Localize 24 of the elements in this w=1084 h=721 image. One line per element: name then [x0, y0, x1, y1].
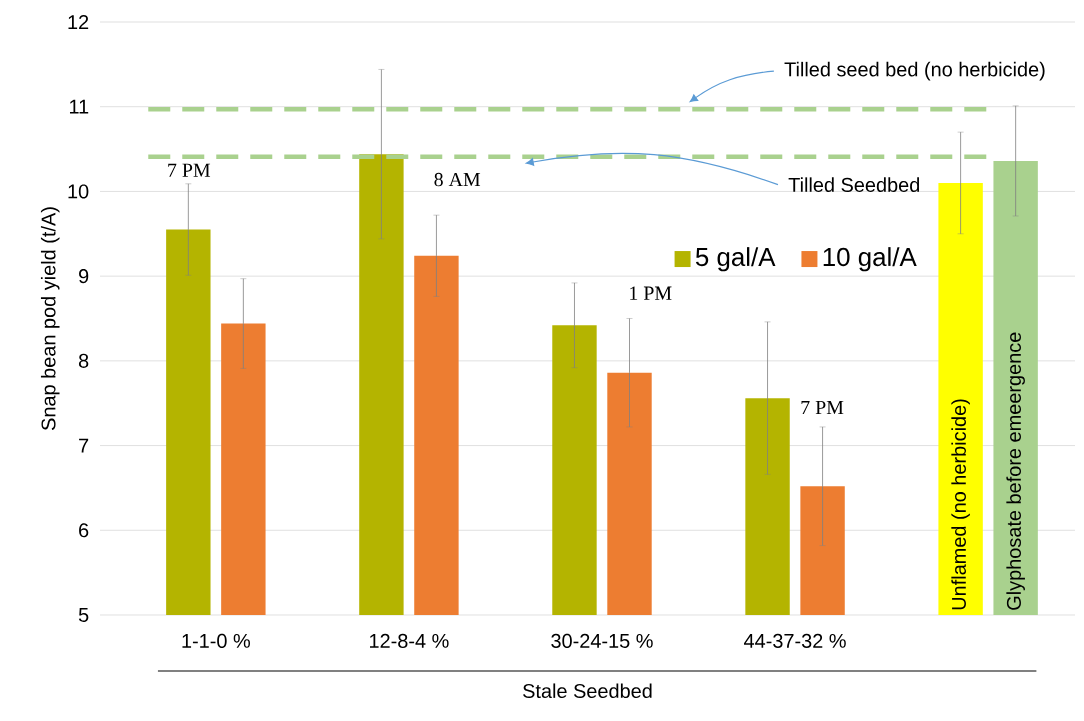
- y-tick-label: 7: [79, 438, 89, 453]
- x-tick-label: 1-1-0 %: [182, 633, 250, 648]
- legend-label: 5 gal/A: [695, 247, 776, 272]
- x-tick-label: 30-24-15 %: [551, 633, 653, 648]
- annotation: 8 AM: [434, 172, 481, 187]
- y-tick-label: 6: [79, 523, 89, 538]
- y-axis-title: Snap bean pod yield (t/A): [40, 207, 60, 431]
- x-tick-label: 12-8-4 %: [370, 633, 449, 648]
- y-tick-label: 12: [68, 15, 89, 29]
- y-tick-label: 8: [78, 353, 89, 368]
- annotation: 1 PM: [630, 286, 672, 300]
- y-tick-label: 11: [69, 99, 89, 114]
- series-label: Unflamed (no herbicide): [951, 399, 970, 610]
- annotation: 7 PM: [801, 400, 844, 414]
- legend-label: 10 gal/A: [823, 247, 917, 272]
- ref-line-label: Tilled seed bed (no herbicide): [784, 61, 1045, 81]
- series-label: Glyphosate before emeergence: [1006, 332, 1025, 610]
- y-tick-label: 5: [78, 608, 89, 622]
- ref-line-label: Tilled Seedbed: [788, 177, 920, 192]
- x-tick-label: 44-37-32 %: [744, 633, 846, 648]
- y-tick-label: 10: [68, 184, 89, 199]
- annotation: 7 PM: [168, 163, 211, 177]
- y-tick-label: 9: [79, 269, 89, 284]
- x-axis-title: Stale Seedbed: [523, 683, 652, 699]
